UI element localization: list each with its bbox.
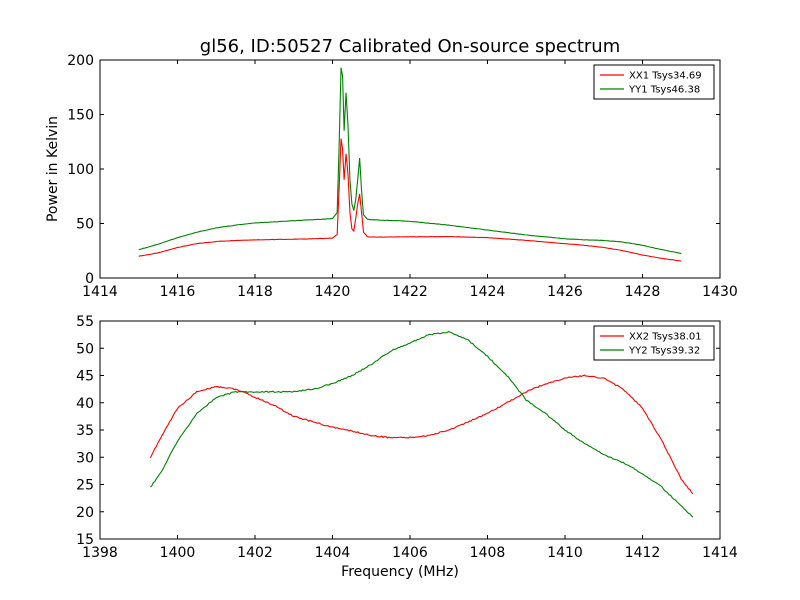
x-tick-label: 1416 <box>160 284 196 300</box>
x-tick-label: 1414 <box>82 284 118 300</box>
bottom-panel: 1398 1400 1402 1404 1406 1408 1410 1412 1414 15 20… <box>76 314 738 580</box>
x-tick-label: 1398 <box>82 545 118 561</box>
y-tick-label: 55 <box>76 314 94 330</box>
y-tick-label: 20 <box>76 505 94 521</box>
y-tick-label: 50 <box>76 341 94 357</box>
y-tick-label: 15 <box>76 532 94 548</box>
x-tick-label: 1404 <box>315 545 351 561</box>
x-tick-label: 1428 <box>625 284 661 300</box>
y-tick-label: 30 <box>76 450 94 466</box>
legend: XX1 Tsys34.69 YY1 Tsys46.38 <box>593 64 715 100</box>
x-tick-label: 1424 <box>470 284 506 300</box>
x-tick-label: 1406 <box>392 545 428 561</box>
y-tick-label: 40 <box>76 396 94 412</box>
series-line-2 <box>138 67 682 255</box>
legend-label: XX2 Tsys38.01 <box>629 332 702 343</box>
x-tick-label: 1430 <box>702 284 738 300</box>
x-tick-label: 1400 <box>160 545 196 561</box>
legend: XX2 Tsys38.01 YY2 Tsys39.32 <box>593 325 715 361</box>
y-tick-label: 200 <box>67 53 94 69</box>
y-tick-label: 0 <box>85 271 94 287</box>
x-tick-label: 1418 <box>237 284 273 300</box>
x-tick-label: 1414 <box>702 545 738 561</box>
y-tick-label: 50 <box>76 217 94 233</box>
x-tick-label: 1410 <box>547 545 583 561</box>
legend-box <box>593 325 715 361</box>
y-tick-label: 100 <box>67 162 94 178</box>
x-tick-label: 1420 <box>315 284 351 300</box>
y-tick-label: 35 <box>76 423 94 439</box>
top-panel: 1414 1416 1418 1420 1422 1424 1426 1428 1430 0 50 1… <box>45 53 738 300</box>
y-tick-label: 150 <box>67 108 94 124</box>
chart-title: gl56, ID:50527 Calibrated On-source spec… <box>200 36 620 57</box>
x-axis-label: Frequency (MHz) <box>341 564 459 580</box>
x-tick-label: 1408 <box>470 545 506 561</box>
legend-box <box>593 64 715 100</box>
y-axis-label: Power in Kelvin <box>45 116 61 222</box>
y-tick-label: 25 <box>76 478 94 494</box>
series-line-2 <box>150 330 694 518</box>
y-tick-label: 45 <box>76 369 94 385</box>
x-tick-label: 1426 <box>547 284 583 300</box>
legend-label: YY2 Tsys39.32 <box>628 346 700 357</box>
legend-label: YY1 Tsys46.38 <box>628 85 700 96</box>
legend-label: XX1 Tsys34.69 <box>629 71 702 82</box>
x-tick-label: 1412 <box>625 545 661 561</box>
x-tick-label: 1422 <box>392 284 428 300</box>
series-line-1 <box>138 138 682 262</box>
x-tick-label: 1402 <box>237 545 273 561</box>
